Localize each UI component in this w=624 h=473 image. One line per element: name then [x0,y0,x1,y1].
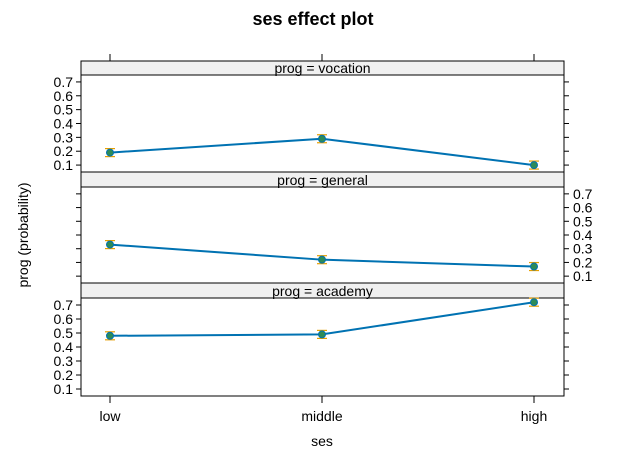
y-tick-label: 0.7 [54,297,74,313]
panel-prog-academy: prog = academy 0.10.20.30.40.50.60.7 [54,282,569,397]
y-tick-label: 0.1 [573,268,593,284]
panel-frame [80,186,565,284]
y-tick-label: 0.5 [54,325,74,341]
y-axis-label: prog (probability) [15,182,31,287]
y-tick-label: 0.2 [573,254,593,270]
y-tick-label: 0.5 [54,102,74,118]
strip-label: prog = academy [272,283,373,299]
data-point [318,330,326,339]
x-tick-label: low [99,408,121,424]
data-point [530,262,538,271]
y-tick-label: 0.3 [54,353,74,369]
panel-frame [80,297,565,397]
strip-label: prog = vocation [274,60,370,76]
y-tick-label: 0.4 [54,116,74,132]
y-tick-label: 0.6 [54,311,74,327]
chart-title: ses effect plot [252,9,373,29]
strip-label: prog = general [277,172,368,188]
y-tick-label: 0.7 [573,186,593,202]
x-tick-label: high [521,408,547,424]
panel-prog-vocation: prog = vocation 0.10.20.30.40.50.60.7 [54,60,569,173]
y-tick-label: 0.2 [54,367,74,383]
panel-prog-general: prog = general 0.10.20.30.40.50.60.7 [76,171,593,284]
x-tick-label: middle [301,408,342,424]
y-tick-label: 0.3 [54,129,74,145]
panel-frame [80,74,565,173]
panels: prog = vocation0.10.20.30.40.50.60.7prog… [54,60,593,397]
y-tick-label: 0.3 [573,241,593,257]
y-tick-label: 0.6 [54,88,74,104]
data-point [106,331,114,340]
y-tick-label: 0.2 [54,143,74,159]
data-point [318,134,326,143]
data-point [106,240,114,249]
y-tick-label: 0.4 [573,227,593,243]
y-tick-label: 0.6 [573,200,593,216]
data-point [530,161,538,170]
y-tick-label: 0.5 [573,213,593,229]
x-axis-label: ses [311,433,333,449]
data-point [530,298,538,307]
data-point [106,148,114,157]
y-tick-label: 0.4 [54,339,74,355]
y-tick-label: 0.7 [54,74,74,90]
y-tick-label: 0.1 [54,157,74,173]
data-point [318,255,326,264]
x-axis: low middle high [99,54,547,424]
y-tick-label: 0.1 [54,381,74,397]
